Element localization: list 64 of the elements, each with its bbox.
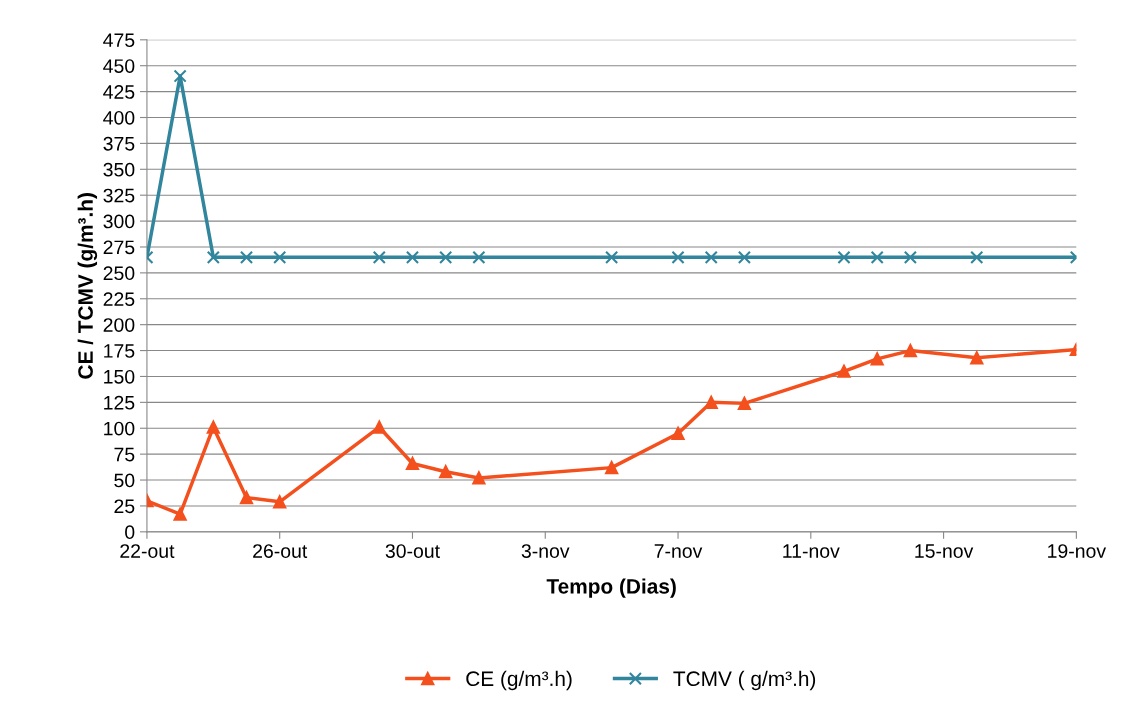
y-tick-label: 375 — [103, 136, 135, 151]
x-tick-label: 11-nov — [783, 544, 840, 558]
point — [439, 250, 453, 264]
point — [671, 250, 685, 264]
y-tick-label: 200 — [103, 318, 135, 332]
y-tick-label: 100 — [104, 421, 135, 436]
x-tick-label: 19-nov — [1048, 544, 1107, 558]
y-tick-label: 325 — [103, 188, 135, 203]
y-tick-label: 450 — [103, 59, 135, 73]
point — [173, 69, 187, 83]
point — [173, 507, 187, 521]
point — [704, 250, 718, 264]
y-tick-label: 300 — [103, 214, 135, 229]
point — [605, 250, 619, 264]
x-axis-title: Tempo (Dias) — [546, 578, 676, 598]
x-tick-label: 7-nov — [654, 544, 703, 558]
y-tick-label: 0 — [125, 525, 135, 540]
point — [206, 420, 220, 434]
y-tick-label: 400 — [103, 110, 135, 125]
point — [405, 250, 420, 264]
point — [903, 343, 917, 358]
legend-label: CE (g/m³.h) — [466, 670, 572, 691]
point — [837, 364, 851, 378]
y-tick-label: 250 — [103, 266, 135, 281]
point — [273, 250, 287, 264]
x-tick-label: 30-out — [385, 544, 440, 558]
point — [737, 396, 752, 410]
point — [737, 250, 752, 264]
point — [837, 250, 851, 264]
point — [870, 250, 884, 264]
point — [605, 461, 619, 475]
point — [472, 471, 486, 485]
point — [439, 465, 453, 479]
y-tick-label: 150 — [104, 369, 135, 384]
x-tick-label: 15-nov — [915, 544, 974, 558]
point — [903, 250, 917, 264]
point — [671, 426, 685, 441]
y-tick-label: 275 — [103, 240, 135, 255]
point — [405, 456, 420, 471]
y-tick-label: 225 — [103, 292, 135, 307]
point — [206, 250, 220, 264]
point — [372, 420, 386, 434]
y-tick-label: 75 — [114, 447, 135, 462]
point — [239, 491, 254, 505]
y-tick-label: 475 — [103, 33, 135, 48]
point — [704, 395, 718, 409]
point — [273, 495, 287, 509]
x-tick-label: 3-nov — [521, 544, 570, 558]
y-tick-label: 425 — [103, 85, 135, 99]
y-tick-label: 25 — [114, 499, 135, 514]
y-tick-label: 50 — [114, 473, 135, 488]
point — [372, 250, 386, 264]
legend-label: TCMV ( g/m³.h) — [673, 670, 816, 691]
point — [472, 250, 486, 264]
x-tick-label: 22-out — [120, 544, 175, 558]
point — [970, 351, 984, 365]
y-axis-title: CE / TCMV (g/m³.h) — [77, 193, 98, 379]
y-tick-label: 175 — [104, 344, 135, 358]
y-tick-label: 350 — [103, 162, 135, 177]
point — [870, 352, 884, 366]
y-tick-label: 125 — [104, 395, 135, 410]
x-tick-label: 26-out — [253, 544, 308, 558]
point — [239, 250, 254, 264]
point — [970, 250, 984, 264]
